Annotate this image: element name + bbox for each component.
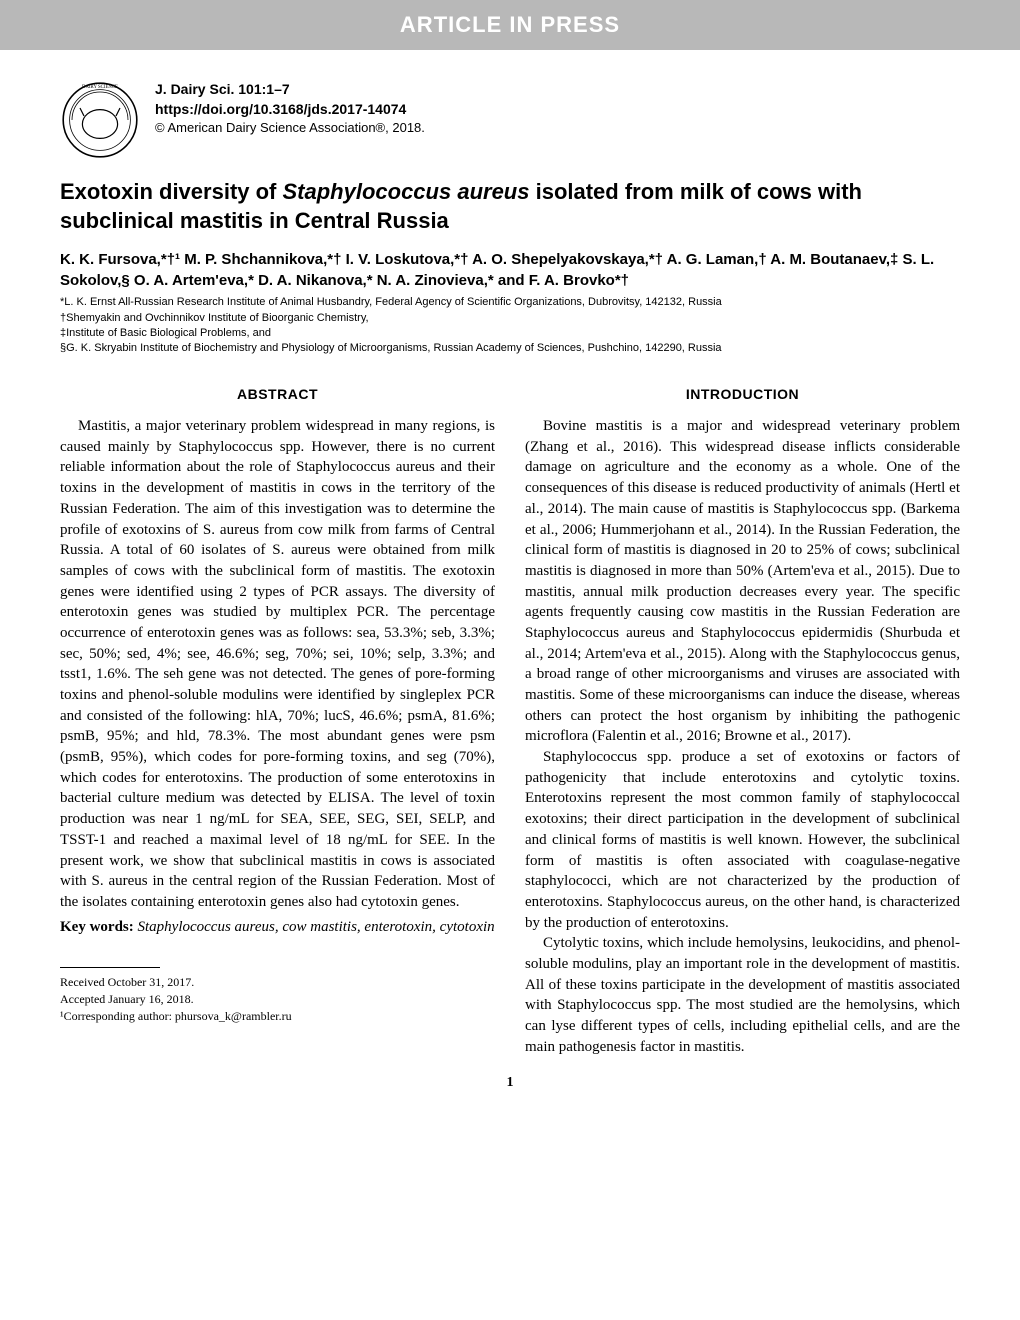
footnote-corresponding: ¹Corresponding author: phursova_k@ramble… xyxy=(60,1008,495,1025)
adsa-logo: DAIRY SCIENCE xyxy=(60,80,140,160)
page-number: 1 xyxy=(60,1075,960,1091)
footnote-accepted: Accepted January 16, 2018. xyxy=(60,991,495,1008)
article-in-press-banner: ARTICLE IN PRESS xyxy=(0,0,1020,50)
intro-paragraph-1: Bovine mastitis is a major and widesprea… xyxy=(525,416,960,747)
two-column-body: ABSTRACT Mastitis, a major veterinary pr… xyxy=(60,385,960,1058)
title-part1: Exotoxin diversity of xyxy=(60,179,283,204)
page-content: DAIRY SCIENCE J. Dairy Sci. 101:1–7 http… xyxy=(0,50,1020,1131)
journal-doi: https://doi.org/10.3168/jds.2017-14074 xyxy=(155,100,425,120)
keywords-line: Key words: Staphylococcus aureus, cow ma… xyxy=(60,917,495,938)
article-title: Exotoxin diversity of Staphylococcus aur… xyxy=(60,178,960,235)
footnote-received: Received October 31, 2017. xyxy=(60,974,495,991)
affiliations-block: *L. K. Ernst All-Russian Research Instit… xyxy=(60,295,960,357)
title-species: Staphylococcus aureus xyxy=(283,179,530,204)
right-column: INTRODUCTION Bovine mastitis is a major … xyxy=(525,385,960,1058)
journal-citation: J. Dairy Sci. 101:1–7 xyxy=(155,80,425,100)
left-column: ABSTRACT Mastitis, a major veterinary pr… xyxy=(60,385,495,1058)
keywords-text: Staphylococcus aureus, cow mastitis, ent… xyxy=(134,919,495,935)
journal-meta-text: J. Dairy Sci. 101:1–7 https://doi.org/10… xyxy=(155,80,425,137)
affiliation-1: *L. K. Ernst All-Russian Research Instit… xyxy=(60,295,960,310)
introduction-heading: INTRODUCTION xyxy=(525,385,960,404)
affiliation-3: ‡Institute of Basic Biological Problems,… xyxy=(60,326,960,341)
author-list: K. K. Fursova,*†¹ M. P. Shchannikova,*† … xyxy=(60,249,960,291)
keywords-label: Key words: xyxy=(60,919,134,935)
intro-paragraph-2: Staphylococcus spp. produce a set of exo… xyxy=(525,747,960,933)
abstract-text: Mastitis, a major veterinary problem wid… xyxy=(60,416,495,913)
svg-text:DAIRY SCIENCE: DAIRY SCIENCE xyxy=(82,85,118,90)
journal-meta-block: DAIRY SCIENCE J. Dairy Sci. 101:1–7 http… xyxy=(60,80,960,160)
affiliation-2: †Shemyakin and Ovchinnikov Institute of … xyxy=(60,311,960,326)
footnote-rule xyxy=(60,967,160,968)
affiliation-4: §G. K. Skryabin Institute of Biochemistr… xyxy=(60,341,960,356)
intro-paragraph-3: Cytolytic toxins, which include hemolysi… xyxy=(525,933,960,1057)
journal-copyright: © American Dairy Science Association®, 2… xyxy=(155,119,425,137)
footnotes-block: Received October 31, 2017. Accepted Janu… xyxy=(60,974,495,1024)
abstract-heading: ABSTRACT xyxy=(60,385,495,404)
